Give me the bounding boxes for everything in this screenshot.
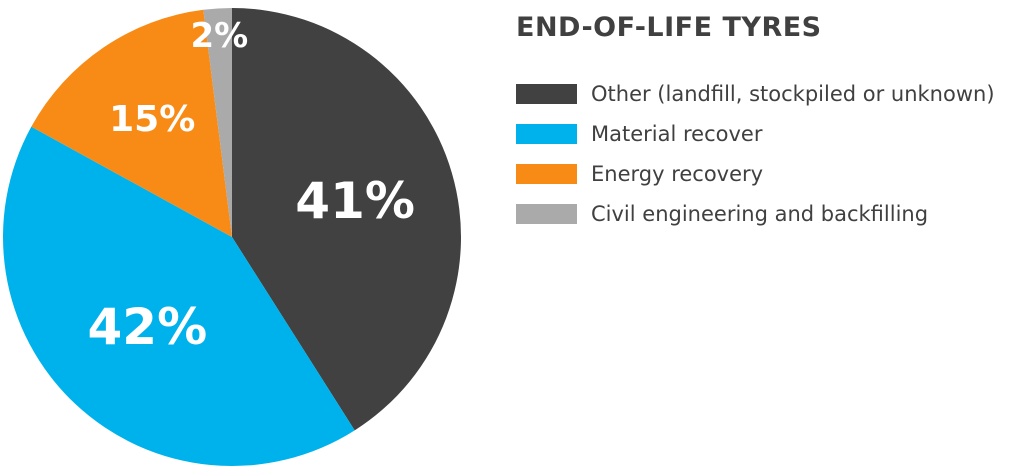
pie-slice-material-recover xyxy=(2,126,355,466)
legend-item-material-recover: Material recover xyxy=(516,114,995,154)
legend-swatch-other xyxy=(516,84,577,104)
legend-label-other: Other (landfill, stockpiled or unknown) xyxy=(591,82,995,106)
legend-label-civil-engineering: Civil engineering and backfilling xyxy=(591,202,929,226)
slice-label-other: 41% xyxy=(295,172,415,230)
slice-label-material-recover: 42% xyxy=(88,298,208,356)
legend-swatch-civil-engineering xyxy=(516,204,577,224)
legend-item-energy-recovery: Energy recovery xyxy=(516,154,995,194)
slice-label-civil-engineering: 2% xyxy=(190,16,248,56)
legend-swatch-material-recover xyxy=(516,124,577,144)
pie-chart: 41% 42% 15% 2% xyxy=(2,8,461,466)
legend-swatch-energy-recovery xyxy=(516,164,577,184)
slice-label-energy-recovery: 15% xyxy=(109,99,195,140)
legend-item-civil-engineering: Civil engineering and backfilling xyxy=(516,194,995,234)
pie-slice-civil-engineering xyxy=(203,8,232,237)
chart-title: END-OF-LIFE TYRES xyxy=(516,12,822,43)
legend-item-other: Other (landfill, stockpiled or unknown) xyxy=(516,74,995,114)
legend-label-energy-recovery: Energy recovery xyxy=(591,162,764,186)
pie-slice-energy-recovery xyxy=(31,9,232,237)
legend-label-material-recover: Material recover xyxy=(591,122,763,146)
pie-slice-other xyxy=(232,8,461,431)
legend: Other (landfill, stockpiled or unknown) … xyxy=(516,74,995,234)
